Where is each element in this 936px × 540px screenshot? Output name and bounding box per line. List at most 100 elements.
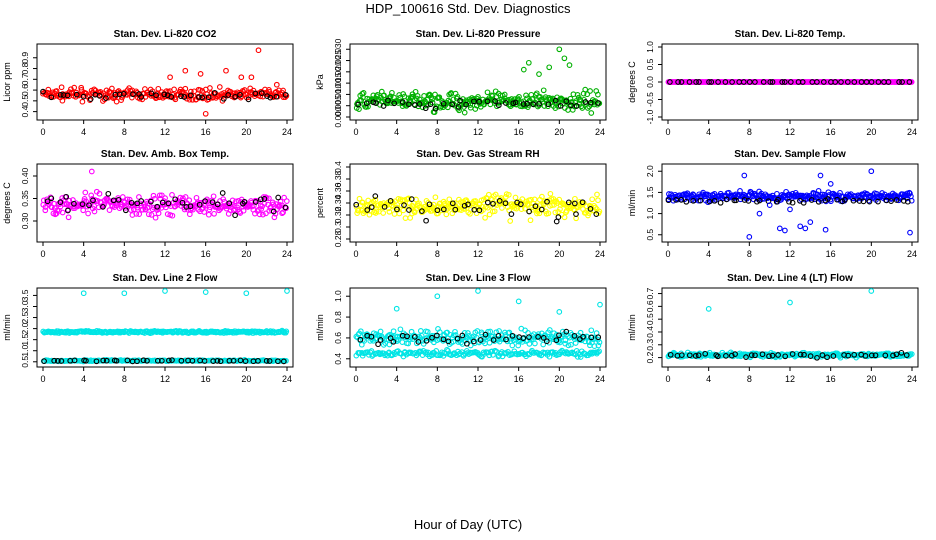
data-point (152, 214, 159, 221)
x-tick-label: 8 (747, 374, 752, 384)
data-point (838, 79, 844, 85)
data-point (54, 358, 61, 364)
data-point (86, 202, 92, 209)
data-point (582, 99, 589, 105)
data-point (740, 79, 747, 85)
data-point (769, 79, 776, 85)
data-point (706, 198, 713, 205)
data-point (134, 358, 140, 365)
data-point (380, 210, 387, 216)
chart-panel-7: Stan. Dev. Line 2 Flow ml/min 0.51.01.52.0… (2, 273, 294, 384)
data-point (444, 104, 451, 111)
data-point (690, 197, 697, 204)
data-points (40, 168, 290, 221)
data-point (486, 339, 493, 346)
data-point (495, 332, 502, 339)
x-tick-label: 4 (394, 249, 399, 259)
data-point (595, 342, 602, 349)
data-point (775, 196, 781, 203)
y-axis-label: degrees C (2, 182, 12, 224)
data-point (372, 193, 379, 199)
data-point (429, 96, 435, 103)
data-point (532, 203, 539, 210)
data-point (520, 101, 527, 107)
data-point (59, 209, 66, 216)
data-point (782, 353, 789, 360)
data-point (90, 197, 96, 204)
data-point-outlier (284, 288, 290, 294)
x-tick-label: 12 (473, 127, 483, 137)
x-tick-label: 16 (201, 127, 211, 137)
data-point (851, 351, 858, 358)
y-tick-label: 2.0 (645, 165, 655, 177)
data-point-outlier (273, 81, 280, 88)
data-point (201, 358, 208, 364)
data-point (495, 102, 502, 109)
data-point (850, 197, 857, 204)
x-tick-label: 8 (122, 249, 127, 259)
data-point (667, 351, 674, 358)
data-point-outlier (561, 55, 568, 62)
y-tick-label: 1.0 (333, 290, 343, 302)
x-tick-label: 24 (282, 127, 292, 137)
data-point (57, 92, 64, 98)
data-point (503, 336, 509, 343)
data-point (531, 196, 538, 203)
data-point (594, 191, 600, 198)
data-point (573, 103, 580, 109)
data-point (490, 337, 497, 343)
data-point (429, 334, 435, 341)
data-point (355, 101, 362, 108)
data-point (48, 94, 55, 101)
data-point (592, 204, 599, 211)
x-tick-label: 8 (747, 249, 752, 259)
data-point (434, 207, 441, 214)
data-point-outlier (88, 168, 95, 175)
x-tick-label: 16 (201, 374, 211, 384)
data-point (789, 351, 796, 357)
data-point (556, 196, 563, 203)
data-point-outlier (766, 202, 773, 208)
data-point-outlier (746, 234, 753, 240)
data-point (505, 191, 512, 198)
data-point (775, 352, 781, 358)
y-tick-label: 0.4 (333, 161, 343, 173)
data-point (455, 104, 462, 110)
x-tick-label: 4 (394, 374, 399, 384)
x-tick-label: 20 (866, 127, 876, 137)
data-point (851, 79, 858, 85)
data-point (454, 93, 461, 100)
data-point (442, 200, 448, 207)
x-tick-label: 0 (353, 127, 358, 137)
data-point (441, 201, 447, 208)
data-point (96, 93, 103, 99)
data-point (65, 214, 72, 221)
data-point (255, 358, 261, 364)
data-point (459, 332, 466, 339)
data-point (527, 217, 534, 224)
panel-title: Stan. Dev. Line 3 Flow (426, 273, 531, 284)
data-point (217, 358, 224, 365)
x-tick-label: 12 (785, 249, 795, 259)
data-point (85, 210, 91, 217)
data-point (109, 85, 115, 92)
data-point (230, 357, 237, 364)
data-point (154, 357, 161, 364)
data-point (79, 201, 86, 207)
data-point (807, 353, 814, 359)
data-point (446, 196, 453, 203)
data-point (908, 351, 915, 357)
data-point (266, 89, 273, 95)
data-point (769, 352, 776, 359)
x-tick-label: 20 (554, 127, 564, 137)
data-point-outlier (782, 227, 788, 234)
x-tick-label: 24 (595, 249, 605, 259)
data-point (113, 357, 120, 364)
data-point (752, 79, 758, 85)
data-point (258, 206, 265, 212)
y-tick-label: 0.36 (333, 182, 343, 199)
panel-title: Stan. Dev. Li-820 Temp. (735, 29, 846, 40)
data-point (275, 194, 282, 201)
data-point (502, 200, 509, 207)
